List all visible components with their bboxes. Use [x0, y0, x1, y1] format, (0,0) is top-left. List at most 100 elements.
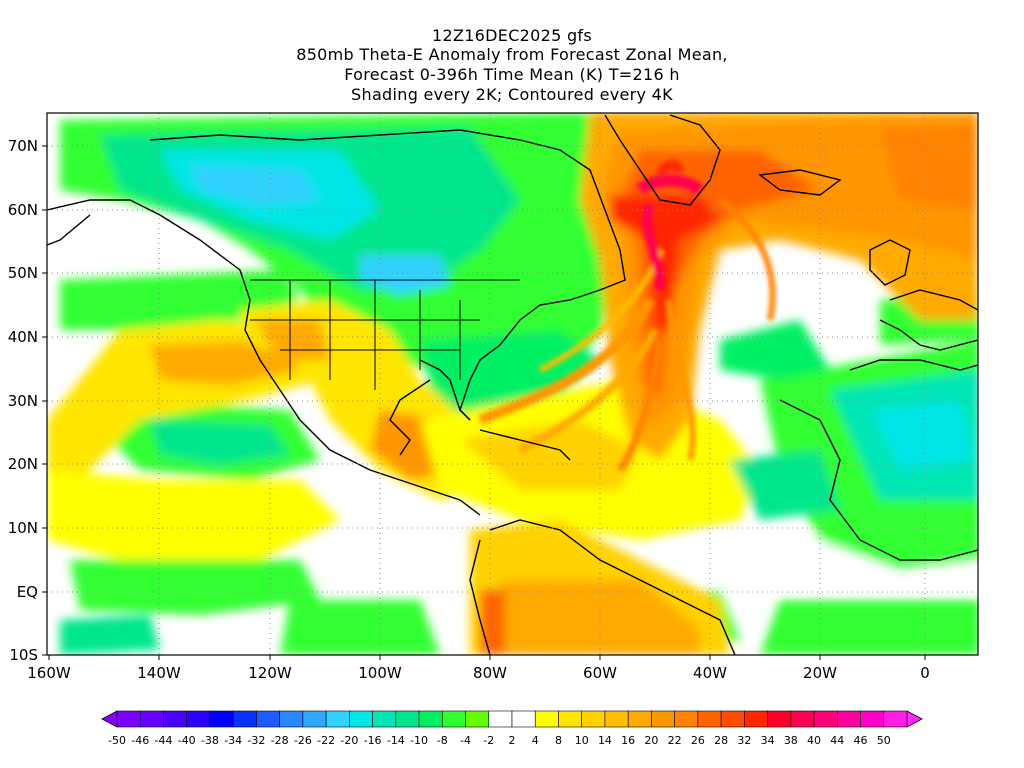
colorbar-swatch: [581, 710, 606, 728]
colorbar-swatch: [139, 710, 164, 728]
colorbar-swatch: [465, 710, 490, 728]
colorbar-label: 14: [598, 734, 612, 747]
map-title-line-3: Forecast 0-396h Time Mean (K) T=216 h: [344, 65, 680, 84]
colorbar-label: -44: [154, 734, 172, 747]
colorbar-swatch: [116, 710, 141, 728]
colorbar-swatch: [744, 710, 768, 728]
colorbar: -50 -46 -44 -40 -38 -34 -32 -28 -26 -22 -20 -16 -14-…: [101, 710, 923, 747]
colorbar-swatch: [883, 710, 908, 728]
colorbar-swatch: [349, 710, 373, 728]
colorbar-swatch: [604, 710, 629, 728]
colorbar-swatch: [209, 710, 234, 728]
lon-label-80w: 80W: [473, 664, 507, 682]
colorbar-swatch: [232, 710, 257, 728]
colorbar-label: -32: [247, 734, 265, 747]
lon-label-120w: 120W: [248, 664, 292, 682]
lat-label-10s: 10S: [9, 646, 38, 664]
colorbar-label: -34: [224, 734, 242, 747]
lat-label-20n: 20N: [8, 455, 38, 473]
lat-label-10n: 10N: [8, 519, 38, 537]
colorbar-label: -20: [340, 734, 358, 747]
lat-label-40n: 40N: [8, 328, 38, 346]
lon-label-160w: 160W: [27, 664, 71, 682]
lon-label-100w: 100W: [358, 664, 402, 682]
lon-label-20w: 20W: [803, 664, 837, 682]
colorbar-swatch: [697, 710, 722, 728]
colorbar-label: 2: [509, 734, 516, 747]
lat-lon-grid: [47, 113, 978, 655]
lon-label-0: 0: [920, 664, 930, 682]
colorbar-swatch: [279, 710, 304, 728]
colorbar-label: -4: [460, 734, 471, 747]
colorbar-label: -22: [317, 734, 335, 747]
colorbar-label: 8: [555, 734, 562, 747]
colorbar-label: 50: [877, 734, 891, 747]
colorbar-swatch: [186, 710, 211, 728]
lat-label-60n: 60N: [8, 201, 38, 219]
colorbar-label: -10: [410, 734, 428, 747]
longitude-labels: 160W 140W 120W 100W 80W 60W 40W 20W 0: [27, 664, 930, 682]
colorbar-label: 20: [644, 734, 658, 747]
colorbar-label: 38: [784, 734, 798, 747]
colorbar-label: 46: [854, 734, 868, 747]
colorbar-swatch: [256, 710, 280, 728]
colorbar-label: -26: [294, 734, 312, 747]
colorbar-label: 4: [532, 734, 539, 747]
colorbar-label: -16: [364, 734, 382, 747]
colorbar-label: 26: [691, 734, 705, 747]
lat-label-30n: 30N: [8, 392, 38, 410]
colorbar-swatch: [674, 710, 699, 728]
map-title-line-2: 850mb Theta-E Anomaly from Forecast Zona…: [296, 45, 728, 64]
colorbar-swatch: [163, 710, 188, 728]
colorbar-swatch: [418, 710, 443, 728]
colorbar-label: 40: [807, 734, 821, 747]
lat-label-eq: EQ: [17, 583, 38, 601]
axis-ticks: [42, 145, 926, 660]
colorbar-label: -2: [483, 734, 494, 747]
colorbar-swatch: [720, 710, 745, 728]
colorbar-swatch: [511, 710, 536, 728]
colorbar-swatch: [441, 710, 466, 728]
colorbar-swatch: [302, 710, 327, 728]
colorbar-label: -8: [437, 734, 448, 747]
colorbar-label: -46: [131, 734, 149, 747]
state-borders: [250, 279, 520, 390]
colorbar-label: 22: [668, 734, 682, 747]
map-title-line-4: Shading every 2K; Contoured every 4K: [351, 85, 673, 104]
colorbar-label: 34: [761, 734, 775, 747]
colorbar-swatch: [767, 710, 792, 728]
colorbar-swatch: [627, 710, 652, 728]
colorbar-swatch: [836, 710, 861, 728]
colorbar-label: 28: [714, 734, 728, 747]
lon-label-140w: 140W: [137, 664, 181, 682]
colorbar-label: -14: [387, 734, 405, 747]
colorbar-swatch: [488, 710, 513, 728]
map-title-line-1: 12Z16DEC2025 gfs: [431, 26, 592, 45]
colorbar-label: -38: [201, 734, 219, 747]
colorbar-label: 16: [621, 734, 635, 747]
lat-label-50n: 50N: [8, 264, 38, 282]
colorbar-label: 32: [737, 734, 751, 747]
colorbar-arrow-left: [101, 710, 118, 728]
colorbar-swatch: [325, 710, 350, 728]
colorbar-arrow-right: [906, 710, 923, 728]
colorbar-label: -50: [108, 734, 126, 747]
lat-label-70n: 70N: [8, 137, 38, 155]
lon-label-60w: 60W: [583, 664, 617, 682]
colorbar-label: 44: [830, 734, 844, 747]
colorbar-swatch: [651, 710, 675, 728]
colorbar-swatch: [790, 710, 815, 728]
map-frame: [46, 112, 979, 656]
colorbar-swatch: [813, 710, 838, 728]
anomaly-shading: [47, 113, 978, 655]
colorbar-swatch: [860, 710, 885, 728]
colorbar-swatch: [395, 710, 420, 728]
colorbar-label: -28: [271, 734, 289, 747]
colorbar-label: 10: [575, 734, 589, 747]
colorbar-swatch: [372, 710, 397, 728]
latitude-labels: 70N 60N 50N 40N 30N 20N 10N EQ 10S: [8, 137, 38, 664]
colorbar-swatch: [534, 710, 559, 728]
lon-label-40w: 40W: [693, 664, 727, 682]
coastlines: [47, 114, 978, 655]
